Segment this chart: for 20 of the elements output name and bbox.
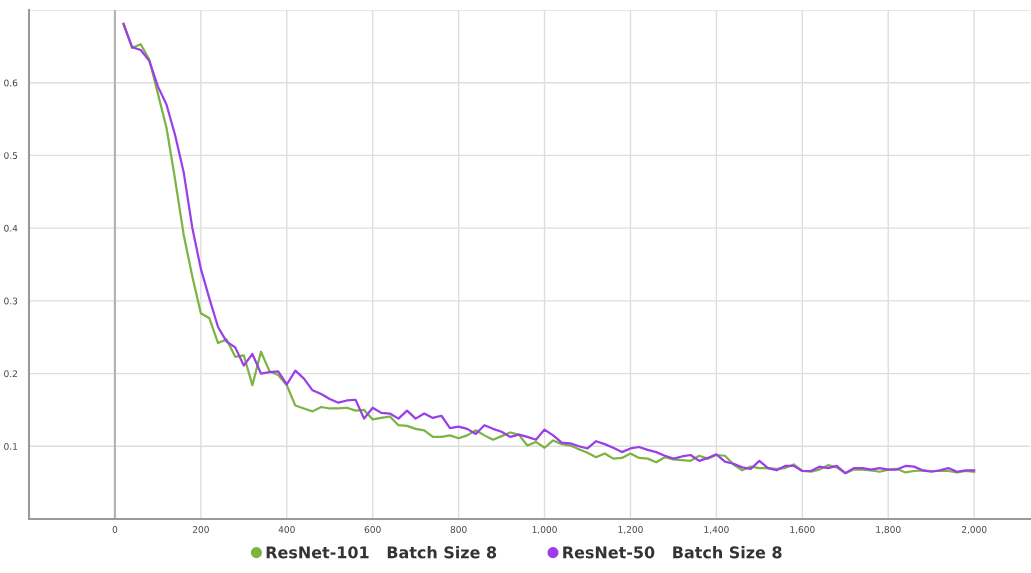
x-tick-label: 2,000 (961, 526, 987, 534)
legend-label: ResNet-101 Batch Size 8 (266, 546, 497, 559)
y-tick-label: 0.1 (4, 443, 18, 450)
x-tick-label: 800 (450, 526, 467, 533)
x-tick-label: 1,800 (876, 526, 901, 534)
x-tick-label: 200 (192, 526, 209, 533)
y-tick-label: 0.3 (4, 297, 18, 305)
x-tick-label: 1,600 (790, 526, 815, 534)
legend-label: ResNet-50 Batch Size 8 (563, 546, 782, 559)
y-tick-label: 0.6 (4, 79, 18, 87)
x-tick-label: 400 (278, 526, 295, 533)
y-tick-label: 0.5 (4, 152, 18, 159)
x-tick-label: 1,000 (532, 526, 557, 534)
x-tick-label: 600 (364, 526, 381, 533)
x-tick-label: 1,400 (704, 526, 729, 534)
y-tick-label: 0.4 (4, 224, 18, 232)
x-tick-label: 1,200 (618, 526, 643, 534)
y-tick-label: 0.2 (4, 370, 17, 378)
x-tick-label: 0 (112, 526, 118, 533)
line-series (122, 22, 976, 475)
